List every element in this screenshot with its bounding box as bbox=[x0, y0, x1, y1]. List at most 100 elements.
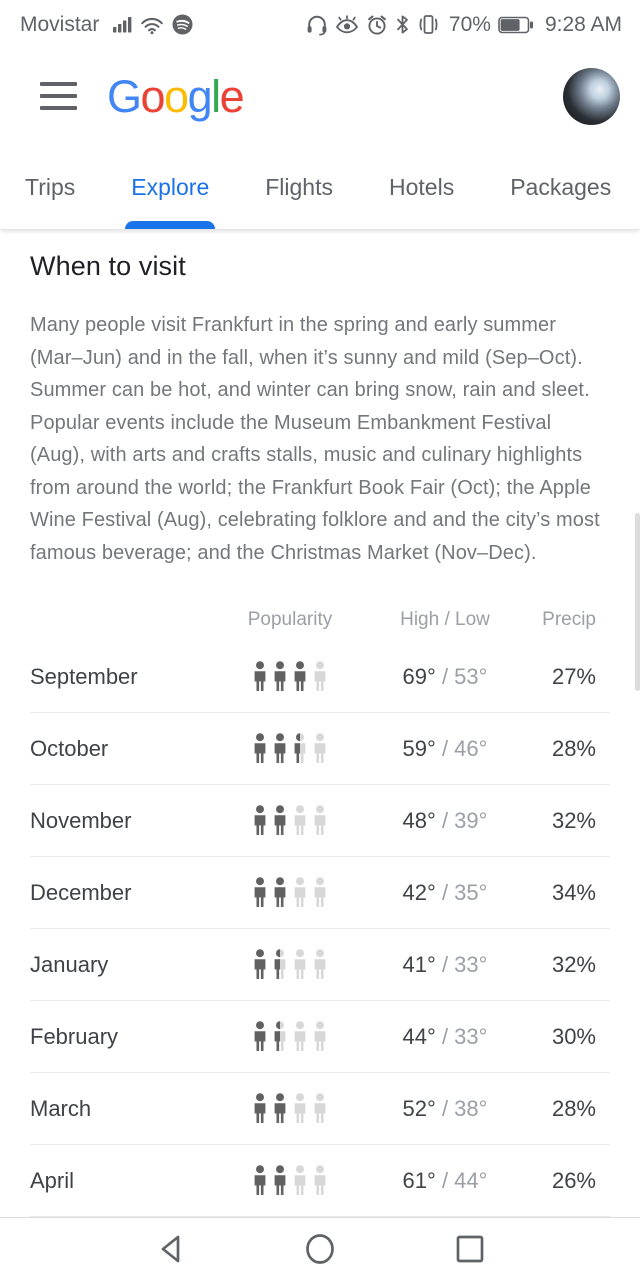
precip-value: 32% bbox=[551, 951, 596, 977]
back-icon bbox=[161, 1235, 180, 1263]
popularity-rating bbox=[220, 661, 360, 692]
tab-label: Hotels bbox=[389, 173, 455, 200]
tab-label: Trips bbox=[25, 173, 76, 200]
temp-separator: / bbox=[435, 663, 455, 689]
person-icon bbox=[274, 1021, 286, 1051]
low-temp: 33° bbox=[454, 1023, 488, 1049]
month-label: January bbox=[30, 951, 109, 977]
scrollbar-thumb[interactable] bbox=[635, 513, 640, 691]
month-row: April 61° / 44° 26% bbox=[30, 1145, 610, 1217]
temp-separator: / bbox=[435, 807, 455, 833]
person-icon bbox=[294, 1021, 306, 1051]
bluetooth-icon bbox=[397, 15, 408, 34]
temp-separator: / bbox=[435, 879, 455, 905]
popularity-rating bbox=[220, 733, 360, 764]
popularity-rating bbox=[220, 1165, 360, 1196]
status-bar: Movistar bbox=[0, 0, 640, 47]
person-icon bbox=[314, 1165, 326, 1195]
person-icon bbox=[314, 1093, 326, 1123]
status-right: 70% 9:28 AM bbox=[306, 13, 622, 37]
home-icon bbox=[306, 1234, 334, 1264]
high-temp: 61° bbox=[402, 1167, 436, 1193]
tab-label: Explore bbox=[131, 173, 210, 200]
low-temp: 38° bbox=[454, 1095, 488, 1121]
tab-explore[interactable]: Explore bbox=[125, 145, 216, 229]
month-row: February 44° / 33° 30% bbox=[30, 1001, 610, 1073]
tab-hotels[interactable]: Hotels bbox=[389, 145, 454, 229]
month-label: February bbox=[30, 1023, 119, 1049]
person-icon bbox=[254, 1093, 266, 1123]
logo-letter: G bbox=[107, 70, 142, 122]
high-temp: 48° bbox=[402, 807, 436, 833]
popularity-rating bbox=[220, 805, 360, 836]
high-low-value: 41° / 33° bbox=[360, 952, 530, 978]
person-icon bbox=[274, 1165, 286, 1195]
person-icon bbox=[314, 949, 326, 979]
person-icon bbox=[294, 661, 306, 691]
battery-percent-label: 70% bbox=[448, 12, 491, 36]
header-popularity: Popularity bbox=[247, 609, 333, 630]
google-logo[interactable]: Google bbox=[107, 70, 245, 122]
person-icon bbox=[254, 1021, 266, 1051]
high-temp: 59° bbox=[402, 735, 436, 761]
header-precip: Precip bbox=[542, 609, 596, 630]
navigation-bar bbox=[0, 1217, 640, 1280]
month-label: December bbox=[30, 879, 132, 905]
person-icon bbox=[254, 805, 266, 835]
active-tab-indicator bbox=[125, 221, 216, 229]
precip-value: 32% bbox=[551, 807, 596, 833]
alarm-icon bbox=[368, 15, 386, 35]
home-button[interactable] bbox=[300, 1229, 340, 1269]
signal-icon bbox=[113, 17, 132, 33]
person-icon bbox=[314, 877, 326, 907]
person-icon bbox=[274, 1093, 286, 1123]
person-icon bbox=[294, 949, 306, 979]
person-icon bbox=[314, 733, 326, 763]
person-icon bbox=[274, 661, 286, 691]
month-label: November bbox=[30, 807, 132, 833]
person-icon bbox=[254, 877, 266, 907]
person-icon bbox=[274, 949, 286, 979]
person-icon bbox=[254, 661, 266, 691]
person-icon bbox=[274, 805, 286, 835]
month-row: November 48° / 39° 32% bbox=[30, 785, 610, 857]
recents-button[interactable] bbox=[450, 1229, 490, 1269]
precip-value: 28% bbox=[551, 735, 596, 761]
climate-table: Popularity High / Low Precip September 69… bbox=[30, 583, 610, 1217]
precip-value: 26% bbox=[551, 1167, 596, 1193]
logo-letter: o bbox=[140, 70, 166, 122]
high-low-value: 69° / 53° bbox=[360, 664, 530, 690]
temp-separator: / bbox=[435, 735, 455, 761]
tab-flights[interactable]: Flights bbox=[265, 145, 333, 229]
precip-value: 28% bbox=[551, 1095, 596, 1121]
high-temp: 44° bbox=[402, 1023, 436, 1049]
high-low-value: 59° / 46° bbox=[360, 736, 530, 762]
main-content: When to visit Many people visit Frankfur… bbox=[0, 251, 640, 1217]
menu-icon[interactable] bbox=[40, 82, 77, 110]
tab-trips[interactable]: Trips bbox=[25, 145, 75, 229]
person-icon bbox=[294, 733, 306, 763]
popularity-rating bbox=[220, 1093, 360, 1124]
tab-packages[interactable]: Packages bbox=[510, 145, 611, 229]
page-title: When to visit bbox=[30, 251, 186, 281]
logo-letter: g bbox=[187, 70, 213, 122]
low-temp: 44° bbox=[454, 1167, 488, 1193]
person-icon bbox=[294, 1093, 306, 1123]
spotify-icon bbox=[172, 14, 193, 35]
clock-label: 9:28 AM bbox=[544, 12, 622, 36]
person-icon bbox=[274, 733, 286, 763]
app-bar: Google bbox=[0, 47, 640, 145]
person-icon bbox=[314, 805, 326, 835]
recents-icon bbox=[456, 1235, 484, 1263]
tab-bar: Trips Explore Flights Hotels Packages bbox=[0, 145, 640, 230]
back-button[interactable] bbox=[150, 1229, 190, 1269]
month-label: October bbox=[30, 735, 109, 761]
month-row: December 42° / 35° 34% bbox=[30, 857, 610, 929]
avatar[interactable] bbox=[563, 67, 620, 125]
low-temp: 33° bbox=[454, 951, 488, 977]
high-low-value: 52° / 38° bbox=[360, 1096, 530, 1122]
vibrate-icon bbox=[419, 15, 438, 34]
high-temp: 52° bbox=[402, 1095, 436, 1121]
description-paragraph: Many people visit Frankfurt in the sprin… bbox=[30, 314, 600, 564]
low-temp: 46° bbox=[454, 735, 488, 761]
